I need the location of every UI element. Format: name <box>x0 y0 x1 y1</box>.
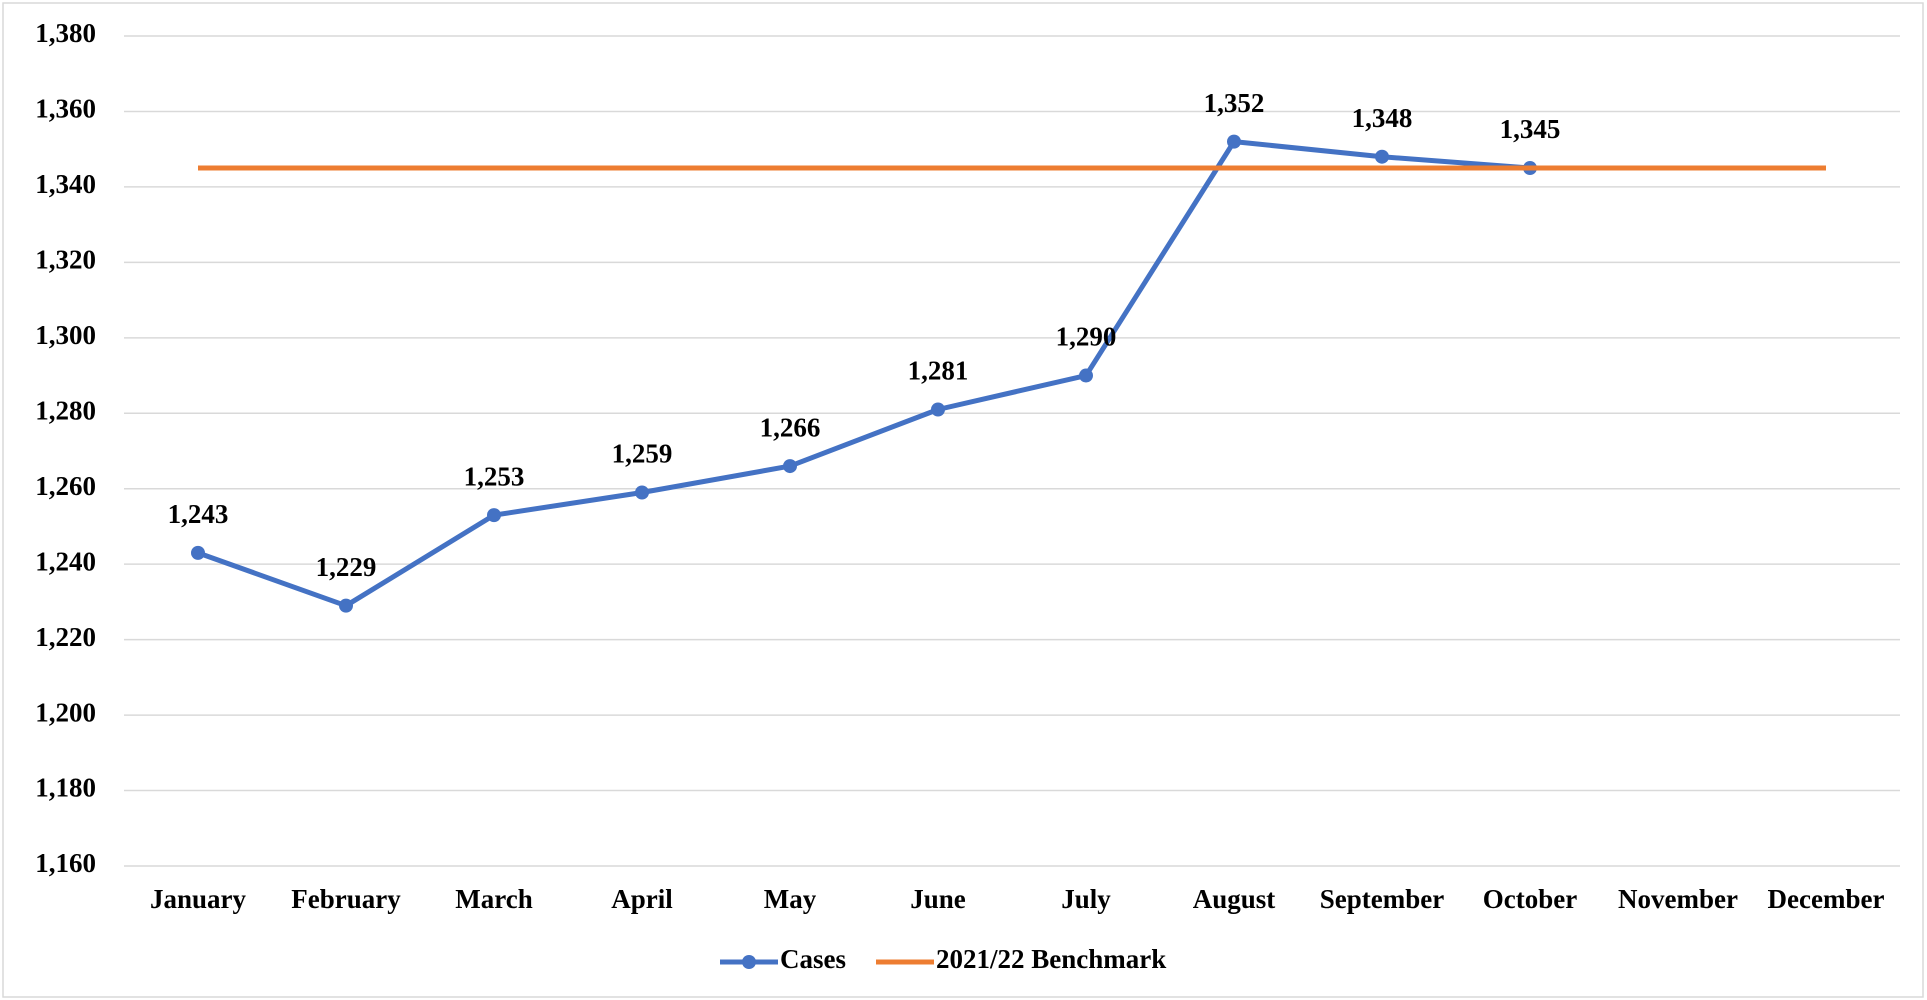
x-tick-label: January <box>150 884 247 914</box>
x-tick-label: July <box>1061 884 1111 914</box>
y-tick-label: 1,260 <box>35 471 96 501</box>
x-tick-label: August <box>1193 884 1276 914</box>
data-point <box>635 485 649 500</box>
data-label: 1,348 <box>1352 103 1413 133</box>
data-label: 1,266 <box>760 412 821 442</box>
data-label: 1,229 <box>316 552 377 582</box>
x-tick-label: April <box>611 884 673 914</box>
data-point <box>931 402 945 417</box>
y-tick-label: 1,180 <box>35 773 96 803</box>
x-tick-label: February <box>291 884 401 914</box>
data-label: 1,253 <box>464 461 525 491</box>
x-tick-label: June <box>910 884 966 914</box>
y-tick-label: 1,160 <box>35 848 96 878</box>
data-point <box>339 598 353 613</box>
y-tick-label: 1,220 <box>35 622 96 652</box>
data-point <box>487 508 501 523</box>
data-label: 1,243 <box>168 499 229 529</box>
y-tick-label: 1,360 <box>35 94 96 124</box>
data-point <box>1079 368 1093 383</box>
data-label: 1,290 <box>1056 322 1117 352</box>
data-label: 1,352 <box>1204 88 1265 118</box>
y-tick-label: 1,380 <box>35 18 96 48</box>
y-tick-label: 1,280 <box>35 395 96 425</box>
legend-label: 2021/22 Benchmark <box>936 944 1166 974</box>
y-tick-label: 1,320 <box>35 245 96 275</box>
x-tick-label: November <box>1618 884 1738 914</box>
x-tick-label: December <box>1768 884 1885 914</box>
series-line <box>197 139 1531 609</box>
x-tick-label: March <box>455 884 532 914</box>
x-tick-label: May <box>764 884 817 914</box>
data-point <box>191 545 205 560</box>
legend-label: Cases <box>780 944 846 974</box>
data-point <box>1375 149 1389 164</box>
data-point <box>1227 134 1241 149</box>
x-tick-label: September <box>1320 884 1444 914</box>
x-tick-label: October <box>1483 884 1577 914</box>
legend-marker <box>742 955 756 969</box>
data-label: 1,345 <box>1500 114 1561 144</box>
data-point <box>783 459 797 474</box>
data-label: 1,259 <box>612 439 673 469</box>
y-tick-label: 1,340 <box>35 169 96 199</box>
y-tick-label: 1,300 <box>35 320 96 350</box>
data-label: 1,281 <box>908 356 969 386</box>
y-tick-label: 1,200 <box>35 697 96 727</box>
y-tick-label: 1,240 <box>35 546 96 576</box>
